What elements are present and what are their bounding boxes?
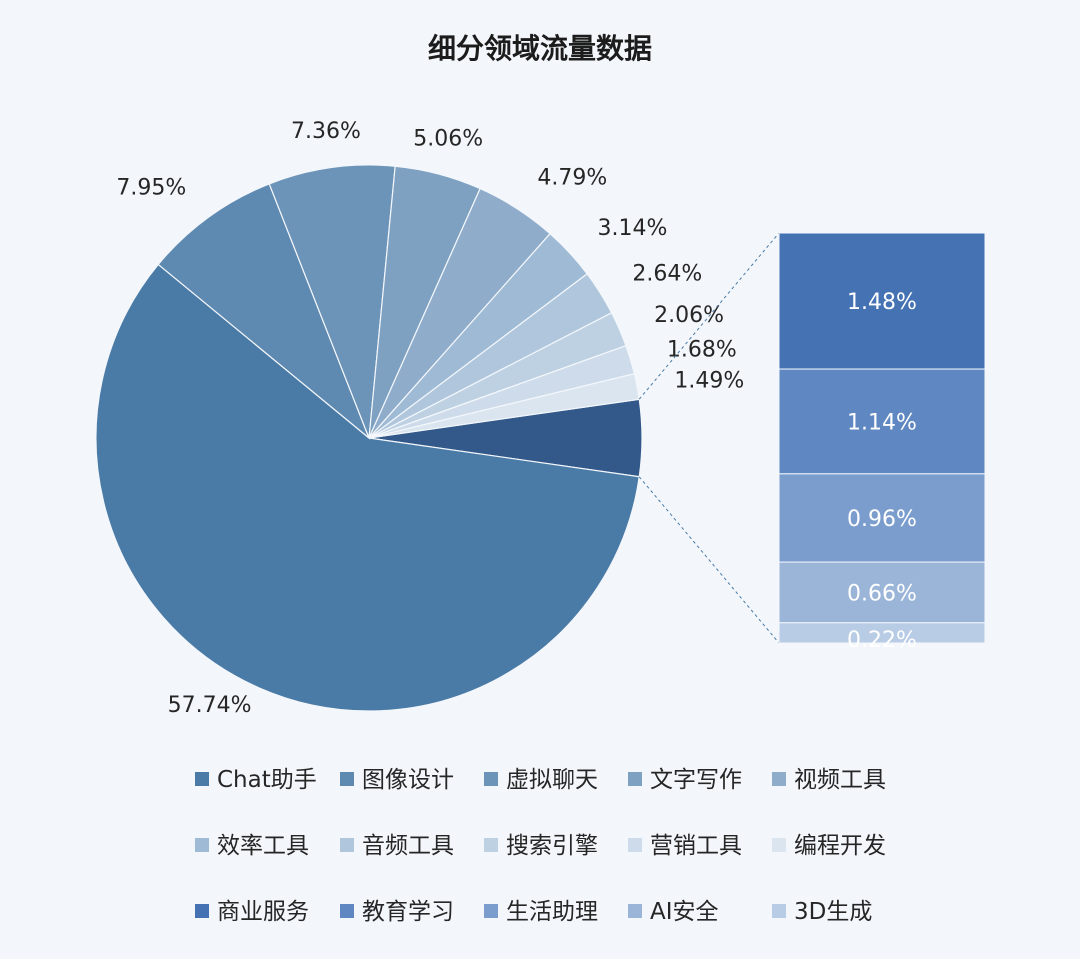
legend-label-视频工具: 视频工具 xyxy=(794,767,886,793)
legend-label-虚拟聊天: 虚拟聊天 xyxy=(506,767,598,793)
legend-label-AI安全: AI安全 xyxy=(650,899,719,925)
bar-segment-3D生成 xyxy=(778,622,986,644)
legend-label-音频工具: 音频工具 xyxy=(362,833,454,859)
legend-label-生活助理: 生活助理 xyxy=(506,899,598,925)
legend-swatch-虚拟聊天 xyxy=(484,772,498,786)
connector-lines xyxy=(638,232,780,644)
bar-label-生活助理: 0.96% xyxy=(847,507,917,532)
breakdown-bar: 1.48% 1.14% 0.96% 0.66% 0.22% xyxy=(778,232,986,653)
legend-swatch-文字写作 xyxy=(628,772,642,786)
legend-label-营销工具: 营销工具 xyxy=(650,833,742,859)
pie-label-音频工具: 2.64% xyxy=(632,262,702,287)
pie-label-视频工具: 4.79% xyxy=(537,166,607,191)
pie-label-编程开发: 1.49% xyxy=(674,368,744,393)
legend-label-编程开发: 编程开发 xyxy=(794,833,886,859)
bar-segment-商业服务 xyxy=(778,232,986,370)
legend-swatch-编程开发 xyxy=(772,838,786,852)
pie-label-搜索引擎: 2.06% xyxy=(654,303,724,328)
pie-label-效率工具: 3.14% xyxy=(598,216,668,241)
bar-label-AI安全: 0.66% xyxy=(847,581,917,606)
pie-slice-Chat助手 xyxy=(95,263,640,712)
bar-segment-生活助理 xyxy=(778,473,986,563)
legend-label-商业服务: 商业服务 xyxy=(217,899,309,925)
legend-swatch-Chat助手 xyxy=(195,772,209,786)
legend-label-效率工具: 效率工具 xyxy=(217,833,309,859)
legend-swatch-商业服务 xyxy=(195,904,209,918)
legend-label-教育学习: 教育学习 xyxy=(362,899,454,925)
legend-label-搜索引擎: 搜索引擎 xyxy=(506,833,598,859)
chart-title: 细分领域流量数据 xyxy=(428,32,652,65)
pie-slice-虚拟聊天 xyxy=(268,164,396,439)
pie-label-图像设计: 7.95% xyxy=(116,175,186,200)
legend-label-文字写作: 文字写作 xyxy=(650,767,742,793)
legend-swatch-音频工具 xyxy=(340,838,354,852)
pie-label-文字写作: 5.06% xyxy=(413,126,483,151)
connector-top xyxy=(638,232,780,400)
bar-label-教育学习: 1.14% xyxy=(847,411,917,436)
bar-label-3D生成: 0.22% xyxy=(847,628,917,653)
legend-swatch-搜索引擎 xyxy=(484,838,498,852)
legend-swatch-视频工具 xyxy=(772,772,786,786)
legend-swatch-生活助理 xyxy=(484,904,498,918)
legend-swatch-营销工具 xyxy=(628,838,642,852)
legend-swatch-图像设计 xyxy=(340,772,354,786)
pie-labels: 57.74% 7.95% 7.36% 5.06% 4.79% 3.14% 2.64% 2.06… xyxy=(116,119,744,718)
pie-slice-图像设计 xyxy=(157,183,371,440)
legend-label-图像设计: 图像设计 xyxy=(362,767,454,793)
legend-swatch-效率工具 xyxy=(195,838,209,852)
pie-label-营销工具: 1.68% xyxy=(667,338,737,363)
legend-label-Chat助手: Chat助手 xyxy=(217,767,317,793)
pie-slice-编程开发 xyxy=(368,373,640,439)
connector-bottom xyxy=(638,476,780,644)
bar-label-商业服务: 1.48% xyxy=(847,290,917,315)
legend-label-3D生成: 3D生成 xyxy=(794,899,872,925)
pie-label-虚拟聊天: 7.36% xyxy=(291,119,361,144)
pie-label-Chat助手: 57.74% xyxy=(168,693,252,718)
bar-segment-AI安全 xyxy=(778,561,986,624)
pie xyxy=(95,164,643,712)
legend-swatch-教育学习 xyxy=(340,904,354,918)
legend-swatch-3D生成 xyxy=(772,904,786,918)
legend-swatch-AI安全 xyxy=(628,904,642,918)
bar-segment-教育学习 xyxy=(778,368,986,475)
